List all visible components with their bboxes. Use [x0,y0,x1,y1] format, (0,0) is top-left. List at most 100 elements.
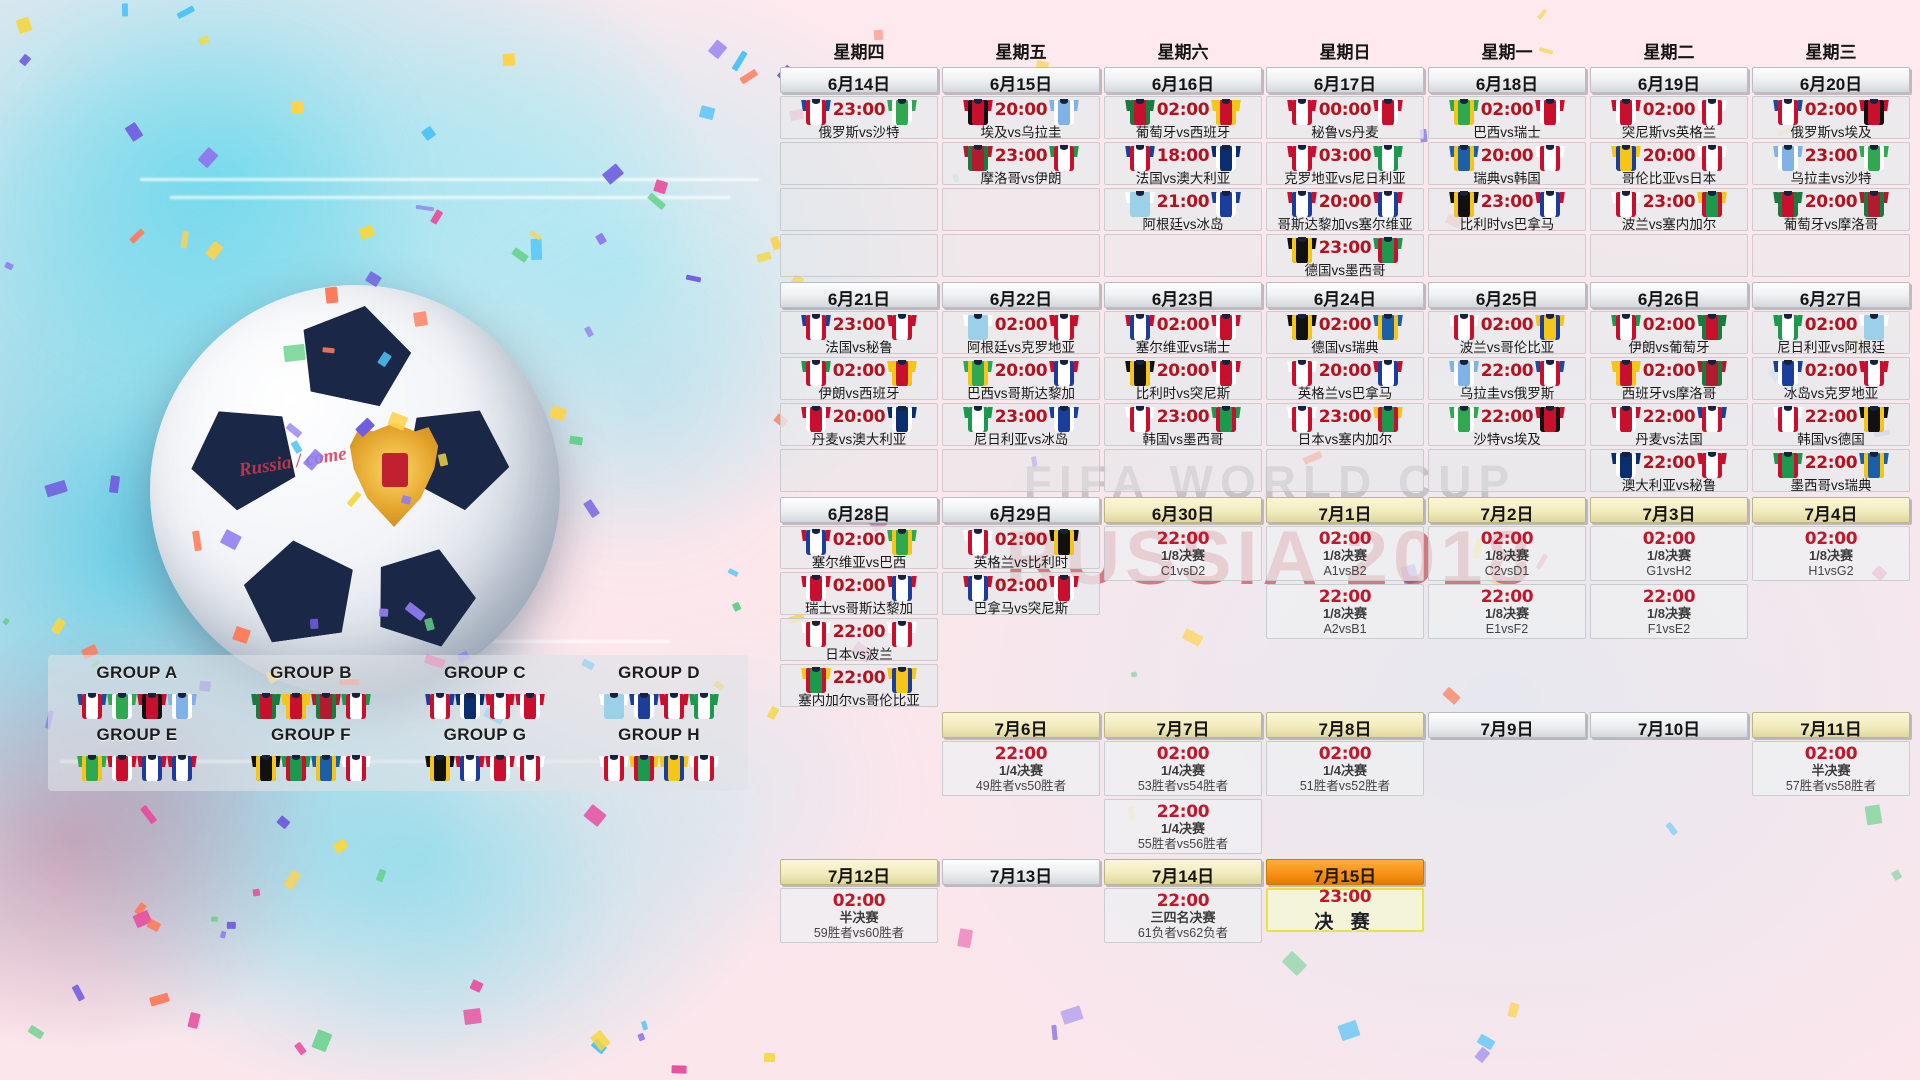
date-header[interactable]: 7月11日 [1752,712,1910,739]
match-cell[interactable]: 23:00 德国vs墨西哥 [1266,234,1424,277]
date-header[interactable]: 6月30日 [1104,497,1262,524]
date-header[interactable]: 7月12日 [780,859,938,886]
match-cell[interactable]: 21:00 阿根廷vs冰岛 [1104,188,1262,231]
match-cell[interactable]: 22:00 1/4决赛 49胜者vs50胜者 [942,741,1100,796]
match-cell[interactable]: 02:00 俄罗斯vs埃及 [1752,96,1910,139]
date-header[interactable]: 7月14日 [1104,859,1262,886]
group-card-d[interactable]: GROUP D [576,663,742,719]
match-cell[interactable]: 02:00 1/4决赛 51胜者vs52胜者 [1266,741,1424,796]
match-cell[interactable]: 20:00 英格兰vs巴拿马 [1266,357,1424,400]
match-cell[interactable]: 22:00 日本vs波兰 [780,618,938,661]
match-cell[interactable]: 02:00 1/8决赛 A1vsB2 [1266,526,1424,581]
date-header[interactable]: 7月15日 [1266,859,1424,886]
date-header[interactable]: 7月9日 [1428,712,1586,739]
match-cell[interactable]: 23:00 摩洛哥vs伊朗 [942,142,1100,185]
match-cell[interactable]: 23:00 决 赛 [1266,887,1424,933]
date-header[interactable]: 6月28日 [780,497,938,524]
date-header[interactable]: 7月8日 [1266,712,1424,739]
date-header[interactable]: 6月20日 [1752,67,1910,94]
match-cell[interactable]: 02:00 塞尔维亚vs巴西 [780,526,938,569]
date-header[interactable]: 6月19日 [1590,67,1748,94]
match-cell[interactable]: 02:00 尼日利亚vs阿根廷 [1752,311,1910,354]
match-cell[interactable]: 23:00 乌拉圭vs沙特 [1752,142,1910,185]
group-card-g[interactable]: GROUP G [402,725,568,781]
match-cell[interactable]: 22:00 三四名决赛 61负者vs62负者 [1104,888,1262,943]
date-header[interactable]: 6月27日 [1752,282,1910,309]
match-cell[interactable]: 02:00 西班牙vs摩洛哥 [1590,357,1748,400]
match-cell[interactable]: 02:00 德国vs瑞典 [1266,311,1424,354]
match-cell[interactable]: 03:00 克罗地亚vs尼日利亚 [1266,142,1424,185]
match-cell[interactable]: 20:00 哥伦比亚vs日本 [1590,142,1748,185]
match-cell[interactable]: 20:00 哥斯达黎加vs塞尔维亚 [1266,188,1424,231]
match-cell[interactable]: 22:00 1/8决赛 E1vsF2 [1428,584,1586,639]
match-cell[interactable]: 23:00 波兰vs塞内加尔 [1590,188,1748,231]
match-cell[interactable]: 00:00 秘鲁vs丹麦 [1266,96,1424,139]
date-header[interactable]: 7月7日 [1104,712,1262,739]
match-cell[interactable]: 23:00 日本vs塞内加尔 [1266,403,1424,446]
match-cell[interactable]: 02:00 半决赛 57胜者vs58胜者 [1752,741,1910,796]
match-cell[interactable]: 02:00 巴西vs瑞士 [1428,96,1586,139]
match-cell[interactable]: 22:00 沙特vs埃及 [1428,403,1586,446]
date-header[interactable]: 6月21日 [780,282,938,309]
date-header[interactable]: 6月18日 [1428,67,1586,94]
match-cell[interactable]: 02:00 瑞士vs哥斯达黎加 [780,572,938,615]
match-cell[interactable]: 23:00 韩国vs墨西哥 [1104,403,1262,446]
match-cell[interactable]: 20:00 丹麦vs澳大利亚 [780,403,938,446]
date-header[interactable]: 6月15日 [942,67,1100,94]
match-cell[interactable]: 20:00 葡萄牙vs摩洛哥 [1752,188,1910,231]
date-header[interactable]: 6月23日 [1104,282,1262,309]
date-header[interactable]: 7月13日 [942,859,1100,886]
match-cell[interactable]: 20:00 比利时vs突尼斯 [1104,357,1262,400]
group-card-a[interactable]: GROUP A [54,663,220,719]
match-cell[interactable]: 02:00 伊朗vs西班牙 [780,357,938,400]
date-header[interactable]: 7月2日 [1428,497,1586,524]
match-cell[interactable]: 20:00 埃及vs乌拉圭 [942,96,1100,139]
match-cell[interactable]: 23:00 法国vs秘鲁 [780,311,938,354]
date-header[interactable]: 7月1日 [1266,497,1424,524]
match-cell[interactable]: 22:00 墨西哥vs瑞典 [1752,449,1910,492]
date-header[interactable]: 7月3日 [1590,497,1748,524]
match-cell[interactable]: 02:00 阿根廷vs克罗地亚 [942,311,1100,354]
date-header[interactable]: 6月29日 [942,497,1100,524]
match-cell[interactable]: 22:00 1/8决赛 F1vsE2 [1590,584,1748,639]
match-cell[interactable]: 22:00 1/4决赛 55胜者vs56胜者 [1104,799,1262,854]
match-cell[interactable]: 22:00 澳大利亚vs秘鲁 [1590,449,1748,492]
group-card-h[interactable]: GROUP H [576,725,742,781]
match-cell[interactable]: 20:00 巴西vs哥斯达黎加 [942,357,1100,400]
match-cell[interactable]: 02:00 1/8决赛 G1vsH2 [1590,526,1748,581]
date-header[interactable]: 7月10日 [1590,712,1748,739]
match-cell[interactable]: 02:00 伊朗vs葡萄牙 [1590,311,1748,354]
match-cell[interactable]: 02:00 1/8决赛 H1vsG2 [1752,526,1910,581]
date-header[interactable]: 6月16日 [1104,67,1262,94]
match-cell[interactable]: 22:00 1/8决赛 A2vsB1 [1266,584,1424,639]
group-card-f[interactable]: GROUP F [228,725,394,781]
match-cell[interactable]: 02:00 巴拿马vs突尼斯 [942,572,1100,615]
date-header[interactable]: 6月22日 [942,282,1100,309]
match-cell[interactable]: 02:00 1/8决赛 C2vsD1 [1428,526,1586,581]
group-card-c[interactable]: GROUP C [402,663,568,719]
match-cell[interactable]: 02:00 塞尔维亚vs瑞士 [1104,311,1262,354]
match-cell[interactable]: 23:00 比利时vs巴拿马 [1428,188,1586,231]
group-card-e[interactable]: GROUP E [54,725,220,781]
group-card-b[interactable]: GROUP B [228,663,394,719]
match-cell[interactable]: 23:00 俄罗斯vs沙特 [780,96,938,139]
date-header[interactable]: 6月25日 [1428,282,1586,309]
match-cell[interactable]: 02:00 突尼斯vs英格兰 [1590,96,1748,139]
date-header[interactable]: 7月6日 [942,712,1100,739]
match-cell[interactable]: 23:00 尼日利亚vs冰岛 [942,403,1100,446]
match-cell[interactable]: 02:00 葡萄牙vs西班牙 [1104,96,1262,139]
match-cell[interactable]: 22:00 丹麦vs法国 [1590,403,1748,446]
match-cell[interactable]: 18:00 法国vs澳大利亚 [1104,142,1262,185]
match-cell[interactable]: 22:00 韩国vs德国 [1752,403,1910,446]
match-cell[interactable]: 22:00 塞内加尔vs哥伦比亚 [780,664,938,707]
date-header[interactable]: 6月24日 [1266,282,1424,309]
match-cell[interactable]: 02:00 冰岛vs克罗地亚 [1752,357,1910,400]
date-header[interactable]: 7月4日 [1752,497,1910,524]
match-cell[interactable]: 02:00 1/4决赛 53胜者vs54胜者 [1104,741,1262,796]
date-header[interactable]: 6月14日 [780,67,938,94]
date-header[interactable]: 6月26日 [1590,282,1748,309]
match-cell[interactable]: 02:00 波兰vs哥伦比亚 [1428,311,1586,354]
match-cell[interactable]: 22:00 1/8决赛 C1vsD2 [1104,526,1262,581]
match-cell[interactable]: 02:00 半决赛 59胜者vs60胜者 [780,888,938,943]
match-cell[interactable]: 22:00 乌拉圭vs俄罗斯 [1428,357,1586,400]
